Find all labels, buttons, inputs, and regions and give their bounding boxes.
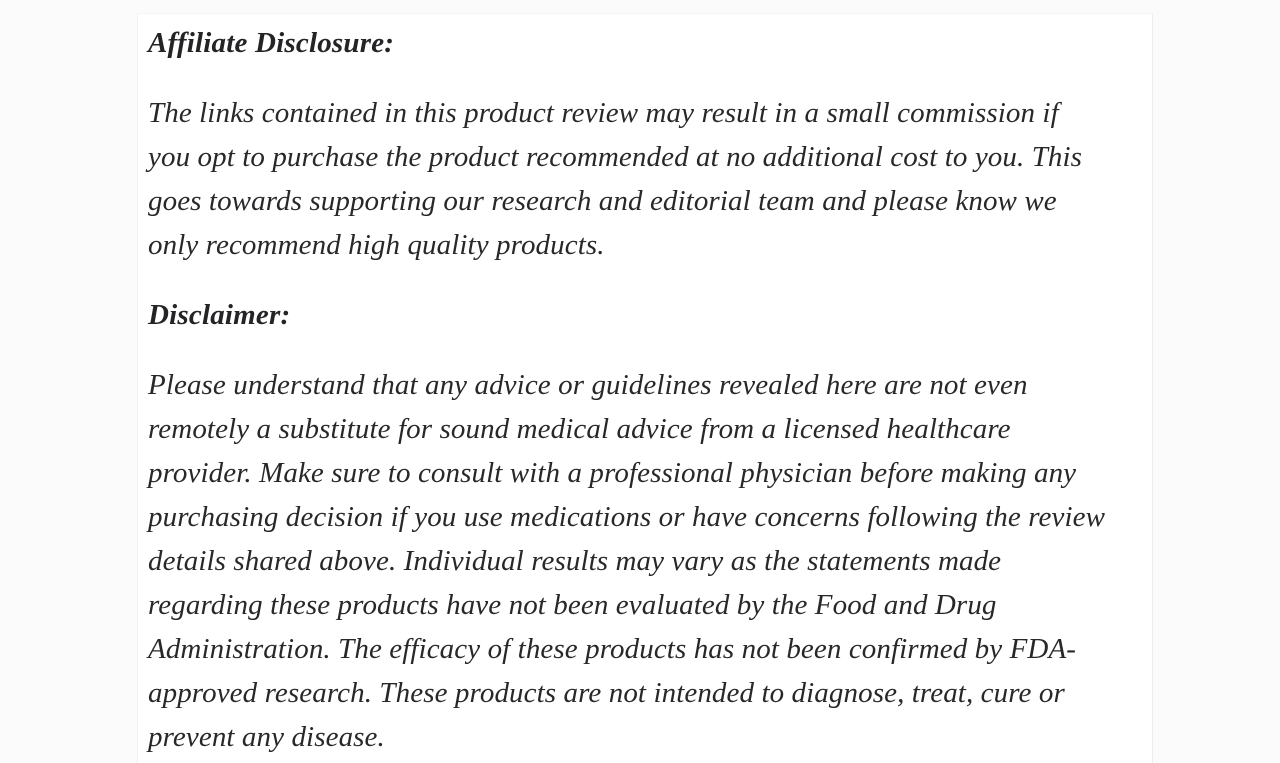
disclaimer-section: Disclaimer: Please understand that any a… <box>148 293 1146 759</box>
affiliate-disclosure-heading: Affiliate Disclosure: <box>148 27 395 59</box>
affiliate-disclosure-text: The links contained in this product revi… <box>148 97 1083 261</box>
affiliate-disclosure-section: Affiliate Disclosure: The links containe… <box>148 21 1146 267</box>
disclaimer-heading: Disclaimer: <box>148 299 291 331</box>
disclaimer-text: Please understand that any advice or gui… <box>148 369 1106 753</box>
article-content-area: Affiliate Disclosure: The links containe… <box>137 13 1153 763</box>
